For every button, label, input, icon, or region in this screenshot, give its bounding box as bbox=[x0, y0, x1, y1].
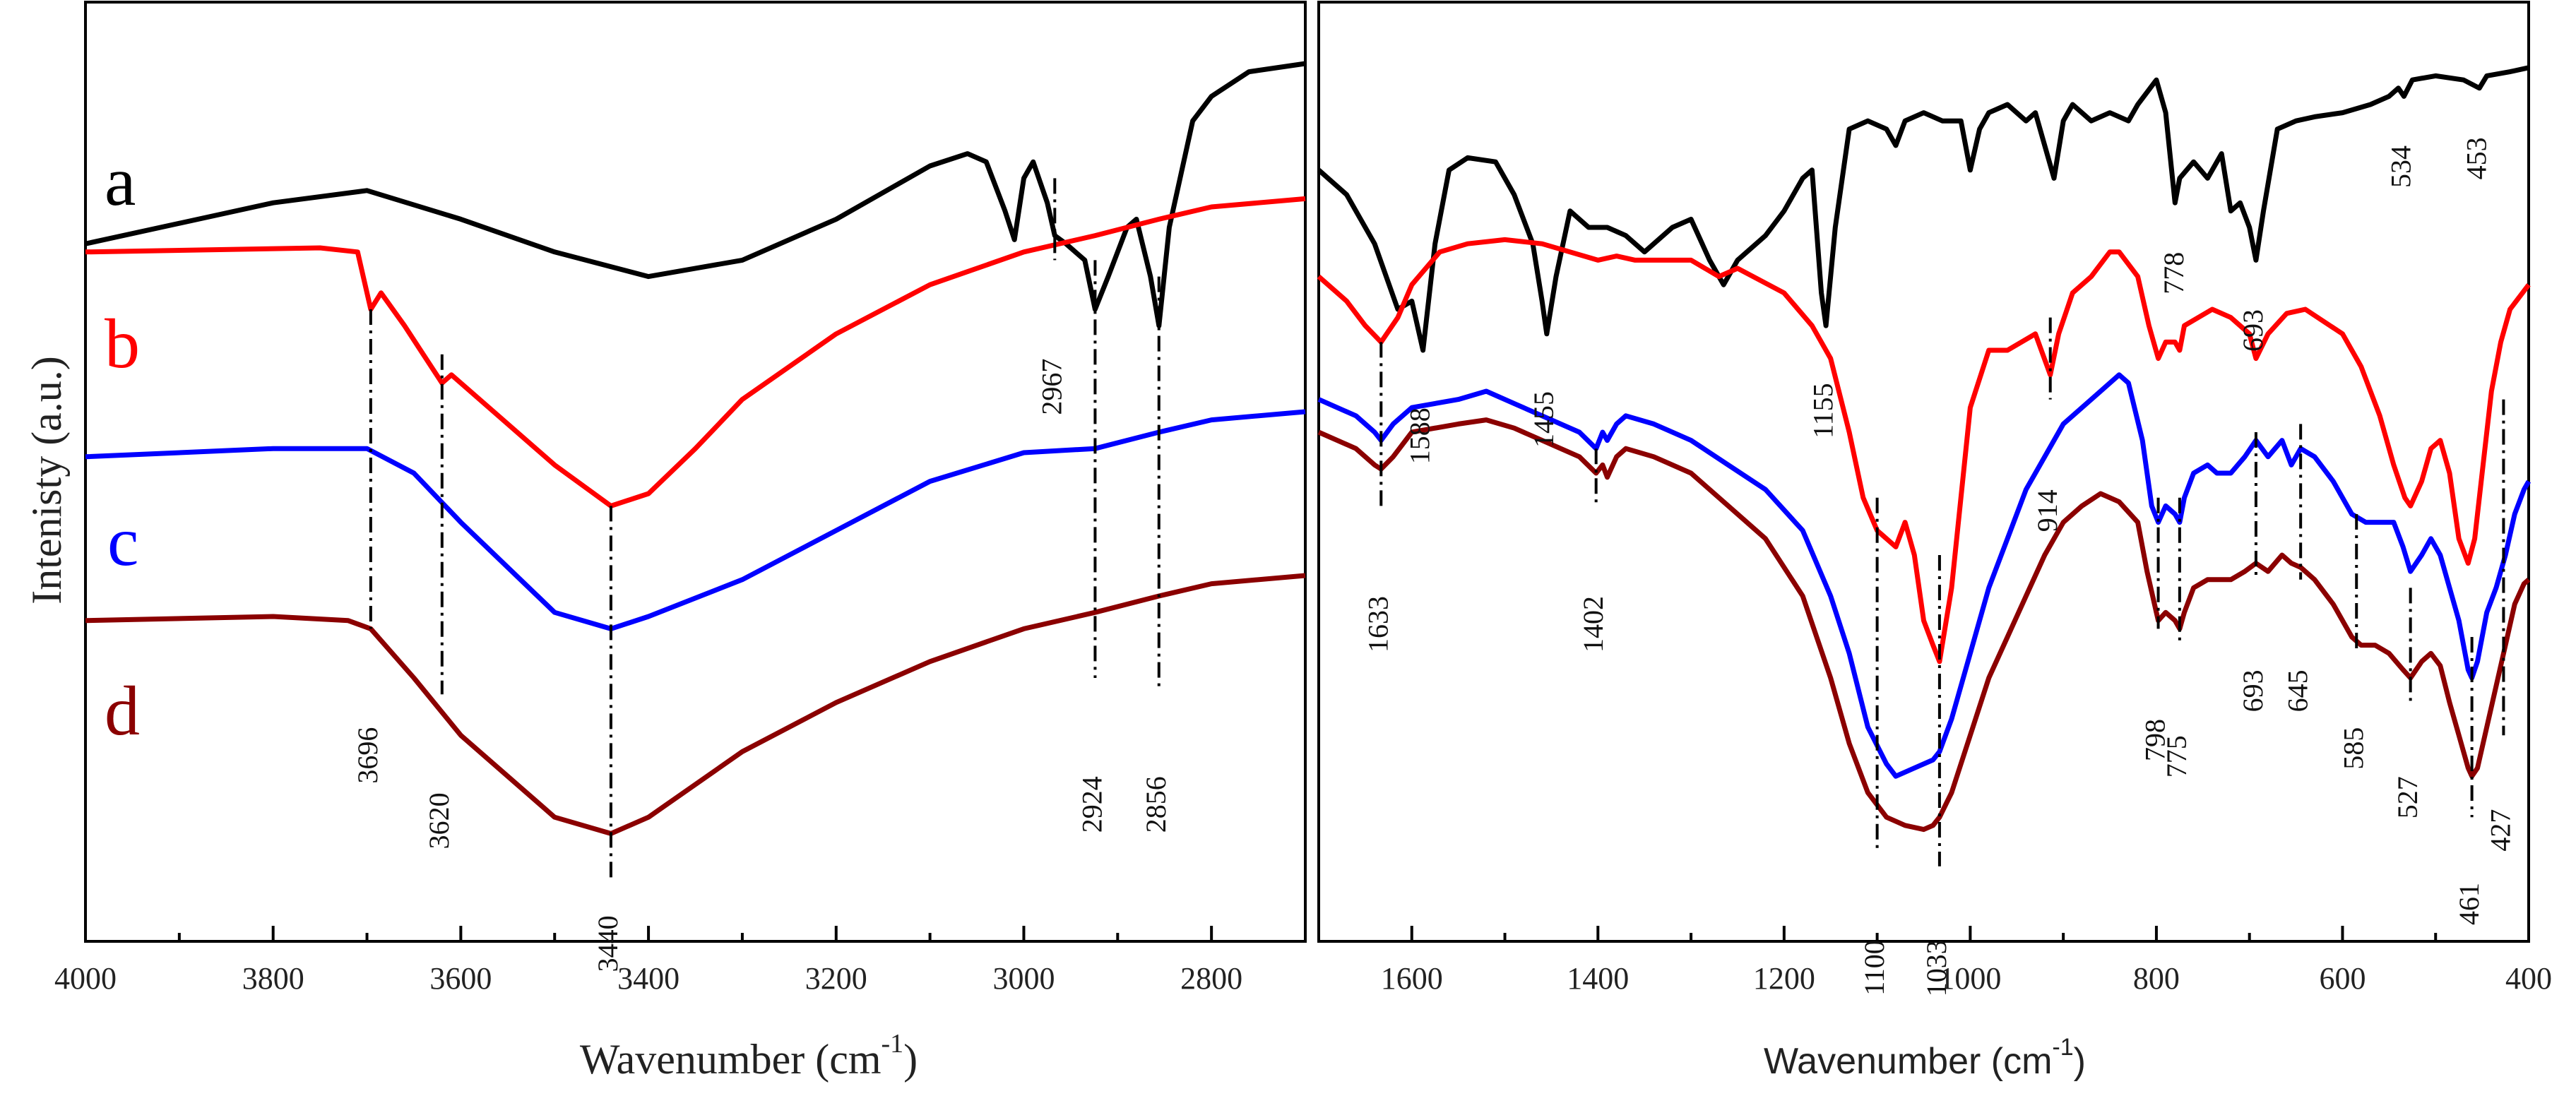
right-tick-label-600: 600 bbox=[2319, 961, 2366, 996]
right-peak-label-461: 461 bbox=[2453, 883, 2485, 925]
right-peak-label-1633: 1633 bbox=[1362, 596, 1394, 653]
series-label-b: b bbox=[105, 304, 140, 383]
right-panel: 1600 1400 1200 1000 800 600 400 1588 1455 1155 77… bbox=[1317, 1, 2552, 1082]
left-x-axis-title-sup: -1 bbox=[882, 1029, 904, 1059]
right-x-axis-title-sup: -1 bbox=[2052, 1034, 2073, 1061]
right-tick-label-400: 400 bbox=[2505, 961, 2552, 996]
right-tick-label-1400: 1400 bbox=[1567, 961, 1629, 996]
right-peak-label-798: 798 bbox=[2139, 719, 2171, 761]
left-peak-label-3696: 3696 bbox=[352, 727, 384, 784]
left-peak-label-3620: 3620 bbox=[423, 792, 455, 849]
right-series-b-line bbox=[1317, 237, 2531, 665]
series-label-c: c bbox=[107, 502, 138, 580]
right-peak-label-778: 778 bbox=[2158, 252, 2190, 294]
right-peak-label-1588: 1588 bbox=[1404, 407, 1436, 464]
left-peak-label-2967: 2967 bbox=[1035, 359, 1067, 415]
left-series-b-line bbox=[85, 196, 1306, 508]
right-tick-label-800: 800 bbox=[2133, 961, 2180, 996]
right-peak-label-585: 585 bbox=[2337, 727, 2369, 770]
right-peak-label-693: 693 bbox=[2237, 669, 2269, 712]
right-peak-label-914: 914 bbox=[2031, 489, 2063, 532]
right-plot-frame bbox=[1317, 1, 2530, 943]
right-peak-label-427: 427 bbox=[2485, 809, 2517, 852]
left-tick-label-3400: 3400 bbox=[617, 961, 679, 996]
left-curves bbox=[85, 61, 1306, 836]
left-series-a-line bbox=[85, 61, 1306, 328]
y-axis-title: Intenisty (a.u.) bbox=[23, 356, 70, 604]
right-x-axis-title: Wavenumber (cm-1) bbox=[1764, 1034, 2086, 1082]
right-series-d-line bbox=[1317, 417, 2531, 833]
series-label-d: d bbox=[105, 672, 140, 750]
right-curves bbox=[1317, 65, 2532, 833]
right-peak-label-1455: 1455 bbox=[1528, 391, 1560, 448]
right-peak-label-534: 534 bbox=[2385, 145, 2417, 188]
left-x-axis-title-main: Wavenumber (cm bbox=[580, 1036, 882, 1083]
right-x-axis-title-close: ) bbox=[2074, 1041, 2086, 1082]
right-peak-label-1155: 1155 bbox=[1807, 383, 1839, 439]
series-labels: a b c d bbox=[105, 142, 140, 750]
left-tick-label-3600: 3600 bbox=[429, 961, 492, 996]
right-series-c-line bbox=[1317, 372, 2532, 779]
right-tick-label-1600: 1600 bbox=[1381, 961, 1443, 996]
right-peak-label-1100: 1100 bbox=[1858, 940, 1890, 996]
left-tick-label-3000: 3000 bbox=[992, 961, 1055, 996]
right-peak-label-693: 693 bbox=[2237, 309, 2269, 352]
left-peak-label-2924: 2924 bbox=[1076, 776, 1108, 833]
left-x-axis-title: Wavenumber (cm-1) bbox=[580, 1029, 918, 1083]
left-peak-markers: 3696 3620 3440 2967 2924 2856 bbox=[352, 178, 1172, 972]
left-tick-label-4000: 4000 bbox=[54, 961, 117, 996]
left-plot-frame bbox=[84, 1, 1307, 943]
right-peak-label-1402: 1402 bbox=[1577, 596, 1609, 653]
right-peak-label-453: 453 bbox=[2460, 137, 2492, 179]
right-peak-label-645: 645 bbox=[2281, 669, 2313, 712]
right-tick-label-1200: 1200 bbox=[1753, 961, 1815, 996]
left-peak-label-3440: 3440 bbox=[592, 915, 624, 972]
left-tick-label-2800: 2800 bbox=[1180, 961, 1242, 996]
right-peak-label-775: 775 bbox=[2161, 735, 2192, 778]
right-peak-label-1033: 1033 bbox=[1921, 940, 1952, 996]
right-peak-markers: 1588 1455 1155 778 693 534 453 914 1633 1402 1100 1… bbox=[1362, 137, 2516, 996]
right-tick-label-1000: 1000 bbox=[1939, 961, 2001, 996]
left-tick-label-3200: 3200 bbox=[805, 961, 867, 996]
right-peak-label-527: 527 bbox=[2392, 776, 2423, 818]
right-x-ticks: 1600 1400 1200 1000 800 600 400 bbox=[1317, 926, 2552, 996]
right-series-a-line bbox=[1317, 65, 2529, 353]
left-series-c-line bbox=[85, 409, 1306, 631]
left-x-ticks: 4000 3800 3600 3400 3200 3000 2800 bbox=[54, 926, 1307, 996]
left-tick-label-3800: 3800 bbox=[242, 961, 304, 996]
right-x-axis-title-main: Wavenumber (cm bbox=[1764, 1041, 2052, 1082]
left-series-d-line bbox=[85, 573, 1306, 836]
left-x-axis-title-close: ) bbox=[903, 1036, 918, 1083]
series-label-a: a bbox=[105, 142, 136, 220]
left-panel: 4000 3800 3600 3400 3200 3000 2800 3696 3620 344… bbox=[54, 1, 1307, 1083]
left-peak-label-2856: 2856 bbox=[1140, 776, 1172, 833]
